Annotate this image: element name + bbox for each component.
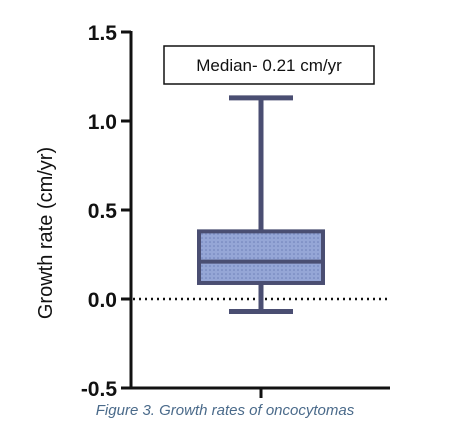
box-plot-chart: -0.5 0.0 0.5 1.0 1.5 Median- 0.21 cm/yr Grow…: [35, 22, 390, 400]
annotation-text: Median- 0.21 cm/yr: [196, 56, 342, 75]
y-tick-label: 0.5: [88, 200, 118, 223]
y-ticks: -0.5 0.0 0.5 1.0 1.5: [81, 22, 131, 400]
y-tick-label: -0.5: [81, 378, 118, 400]
y-axis-label: Growth rate (cm/yr): [35, 147, 57, 319]
annotation-box: [163, 45, 375, 85]
y-tick-label: 1.5: [88, 22, 118, 45]
y-tick-label: 1.0: [88, 111, 117, 134]
median-annotation: Median- 0.21 cm/yr: [163, 45, 375, 85]
figure-caption: Figure 3. Growth rates of oncocytomas: [95, 402, 355, 419]
y-tick-label: 0.0: [88, 289, 117, 312]
iqr-box: [197, 229, 325, 285]
